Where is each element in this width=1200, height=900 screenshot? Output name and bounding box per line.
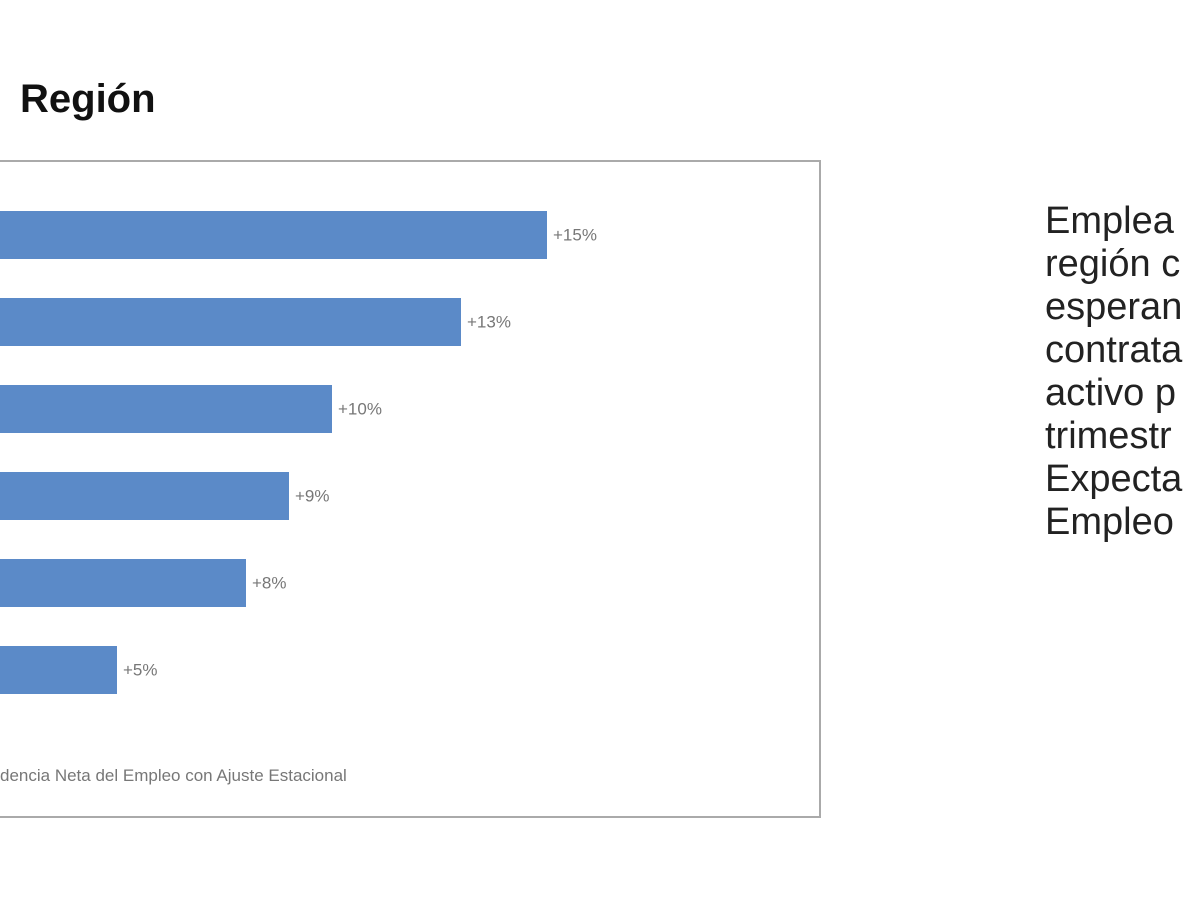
side-text-line: trimestr [1045,415,1172,457]
bar [0,211,547,259]
value-label: +10% [338,399,382,418]
footnote: dencia Neta del Empleo con Ajuste Estaci… [0,766,347,785]
side-text-line: esperan [1045,286,1183,328]
side-text-line: activo p [1045,372,1176,414]
bar [0,472,289,520]
value-label: +9% [295,486,330,505]
chart-frame [0,160,821,818]
value-label: +5% [123,660,158,679]
side-text-line: Expecta [1045,458,1183,500]
value-label: +13% [467,312,511,331]
bar [0,559,246,607]
chart-title: Región [20,77,156,121]
side-text-line: región c [1045,243,1181,285]
bar [0,646,117,694]
side-text: Emplea región c esperan contrata activo p tri… [1045,200,1200,544]
side-text-line: Empleo [1045,501,1174,543]
side-text-line: Emplea [1045,200,1174,242]
bar [0,385,332,433]
side-text-line: contrata [1045,329,1183,371]
bar [0,298,461,346]
value-label: +15% [553,225,597,244]
value-label: +8% [252,573,287,592]
